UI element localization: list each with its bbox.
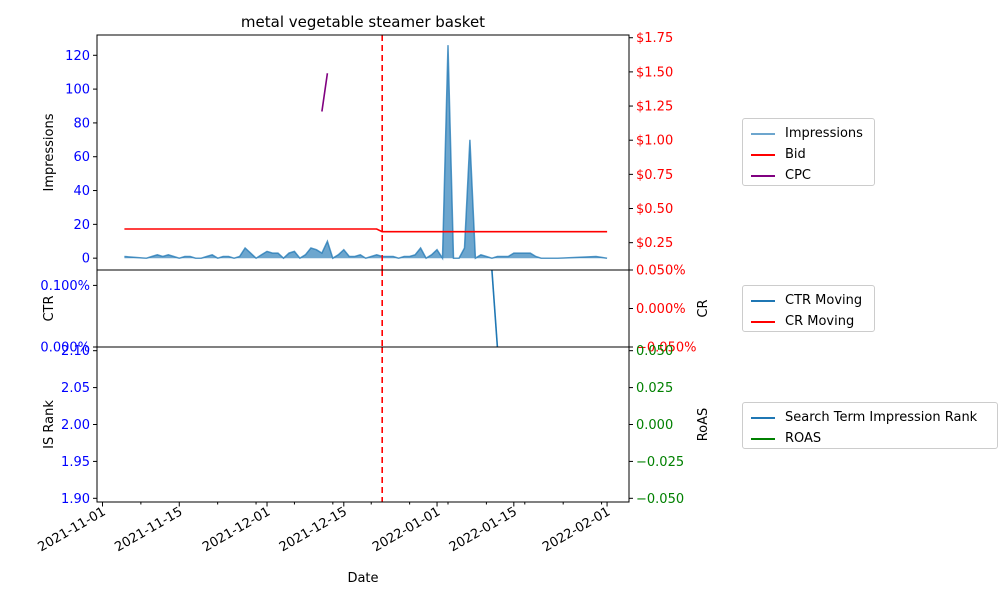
y2-tick-label: 0.025	[636, 381, 673, 396]
chart-title: metal vegetable steamer basket	[241, 13, 485, 31]
panel-middle-frame	[96, 269, 630, 348]
y2-tick-label: −0.050	[636, 492, 684, 507]
y2-tick-label: 0.050	[636, 344, 673, 359]
y2-tick-label: $1.50	[636, 65, 673, 80]
y2-tick-label: −0.025	[636, 455, 684, 470]
y-tick-label: 120	[65, 49, 90, 64]
panel-top-plot-area	[124, 35, 608, 270]
panel-bottom-frame	[96, 346, 630, 503]
y-tick-label: 100	[65, 83, 90, 98]
series-impressions-line	[124, 45, 608, 261]
y-tick-label: 0.100%	[40, 279, 90, 294]
x-tick-label: 2022-02-01	[540, 504, 613, 555]
legend-item-cr-moving: CR Moving	[751, 311, 866, 332]
y-tick-label: 1.90	[61, 492, 90, 507]
y2-tick-label: −0.050%	[636, 341, 696, 356]
panel-top-frame	[96, 34, 630, 271]
legend-label: CTR Moving	[785, 293, 863, 308]
legend-label: Bid	[785, 147, 806, 162]
series-bid-line	[124, 228, 608, 233]
y-tick-label: 0.000%	[40, 341, 90, 356]
y2-axis-label: CR	[696, 299, 711, 317]
y-tick-label: 2.10	[61, 344, 90, 359]
y2-tick-label: $0.50	[636, 202, 673, 217]
y-tick-label: 1.95	[61, 455, 90, 470]
x-tick-label: 2021-12-01	[200, 504, 273, 555]
y-axis-label: CTR	[42, 295, 57, 321]
legend-label: CR Moving	[785, 314, 855, 329]
y2-tick-label: 0.050%	[636, 264, 686, 279]
x-tick-label: 2021-11-01	[36, 504, 109, 555]
y2-tick-label: 0.000%	[636, 302, 686, 317]
y2-tick-label: $0.25	[636, 236, 673, 251]
y-tick-label: 2.00	[61, 418, 90, 433]
legend-item-bid: Bid	[751, 144, 866, 165]
y-tick-label: 0	[82, 252, 90, 267]
legend-swatch	[751, 132, 775, 135]
y2-axis-label: RoAS	[696, 408, 711, 442]
y2-tick-label: $0.75	[636, 168, 673, 183]
y-tick-label: 20	[73, 218, 90, 233]
y-tick-label: 80	[73, 116, 90, 131]
legend-item-impressions: Impressions	[751, 123, 866, 144]
panel-middle-plot-area	[381, 270, 499, 347]
y-tick-label: 2.05	[61, 381, 90, 396]
x-axis-label: Date	[347, 571, 378, 586]
legend-top: Impressions Bid CPC	[742, 118, 875, 186]
legend-swatch	[751, 437, 775, 440]
y-tick-label: 40	[73, 184, 90, 199]
x-tick-label: 2021-11-15	[112, 504, 185, 555]
legend-swatch	[751, 174, 775, 177]
series-ctr-moving-line	[491, 270, 499, 347]
legend-item-roas: ROAS	[751, 428, 989, 449]
x-tick-label: 2021-12-15	[277, 504, 350, 555]
y2-tick-label: $1.75	[636, 31, 673, 46]
series-impressions-area	[124, 45, 608, 259]
legend-swatch	[751, 299, 775, 302]
legend-label: CPC	[785, 168, 811, 183]
legend-swatch	[751, 416, 775, 419]
legend-label: Search Term Impression Rank	[785, 410, 978, 425]
legend-label: Impressions	[785, 126, 863, 141]
y-axis-label: Impressions	[42, 113, 57, 191]
y2-tick-label: $1.00	[636, 134, 673, 149]
y-tick-label: 60	[73, 150, 90, 165]
x-tick-label: 2022-01-01	[370, 504, 443, 555]
legend-swatch	[751, 320, 775, 323]
y2-tick-label: $1.25	[636, 100, 673, 115]
legend-bottom: Search Term Impression Rank ROAS	[742, 402, 998, 449]
y2-tick-label: 0.000	[636, 418, 673, 433]
legend-label: ROAS	[785, 431, 822, 446]
legend-middle: CTR Moving CR Moving	[742, 285, 875, 332]
legend-item-search-term-impression-rank: Search Term Impression Rank	[751, 407, 989, 428]
legend-swatch	[751, 153, 775, 156]
series-cpc-line	[321, 73, 329, 112]
y-axis-label: IS Rank	[42, 400, 57, 449]
x-tick-label: 2022-01-15	[447, 504, 520, 555]
legend-item-cpc: CPC	[751, 165, 866, 186]
legend-item-ctr-moving: CTR Moving	[751, 290, 866, 311]
